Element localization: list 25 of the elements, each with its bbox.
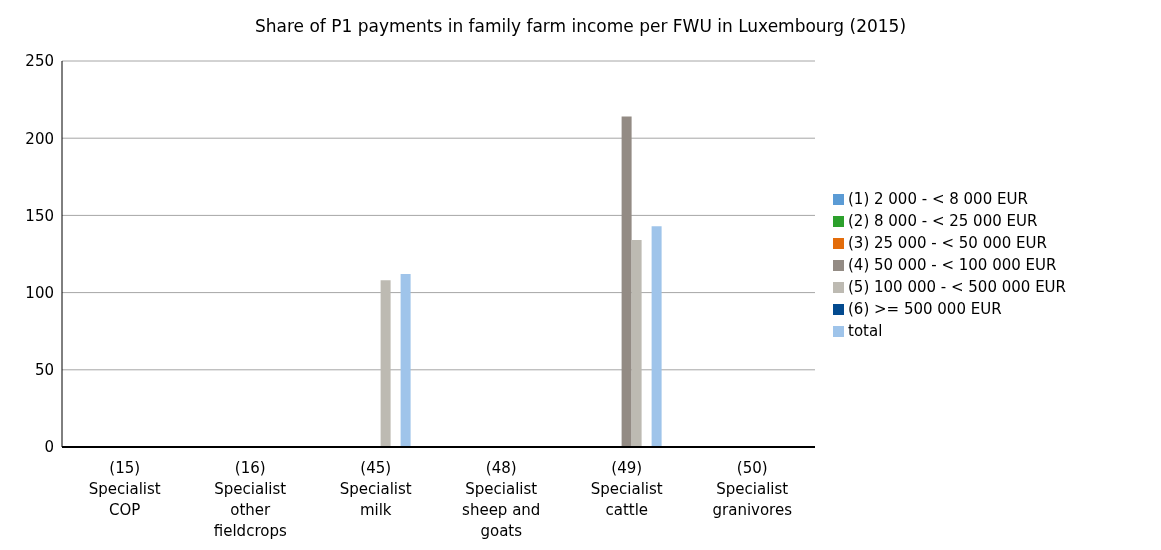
bar bbox=[651, 226, 662, 447]
x-tick-label: (48) Specialist sheep and goats bbox=[462, 459, 541, 540]
legend-label: (2) 8 000 - < 25 000 EUR bbox=[848, 212, 1038, 230]
x-tick-label: (50) Specialist granivores bbox=[712, 459, 793, 519]
y-tick-label: 50 bbox=[34, 361, 54, 380]
x-tick-label: (45) Specialist milk bbox=[339, 459, 412, 519]
legend-label: total bbox=[848, 322, 883, 340]
legend-label: (4) 50 000 - < 100 000 EUR bbox=[848, 256, 1057, 274]
x-tick-label: (16) Specialist other fieldcrops bbox=[213, 459, 287, 540]
bar bbox=[621, 116, 632, 447]
legend-label: (1) 2 000 - < 8 000 EUR bbox=[848, 190, 1028, 208]
chart-title: Share of P1 payments in family farm income per FWU in Luxembourg (2015) bbox=[253, 16, 908, 36]
legend-label: (3) 25 000 - < 50 000 EUR bbox=[848, 234, 1047, 252]
y-tick-label: 0 bbox=[44, 438, 54, 457]
x-tick-label: (49) Specialist cattle bbox=[590, 459, 663, 519]
legend-label: (5) 100 000 - < 500 000 EUR bbox=[848, 278, 1067, 296]
x-tick-label: (15) Specialist COP bbox=[88, 459, 161, 519]
bar bbox=[380, 280, 391, 447]
bar bbox=[400, 274, 411, 447]
y-tick-label: 200 bbox=[25, 129, 54, 148]
y-tick-label: 250 bbox=[25, 52, 54, 71]
y-tick-label: 100 bbox=[25, 283, 54, 302]
legend-label: (6) >= 500 000 EUR bbox=[848, 300, 1002, 318]
bar bbox=[631, 240, 642, 447]
y-tick-label: 150 bbox=[25, 206, 54, 225]
